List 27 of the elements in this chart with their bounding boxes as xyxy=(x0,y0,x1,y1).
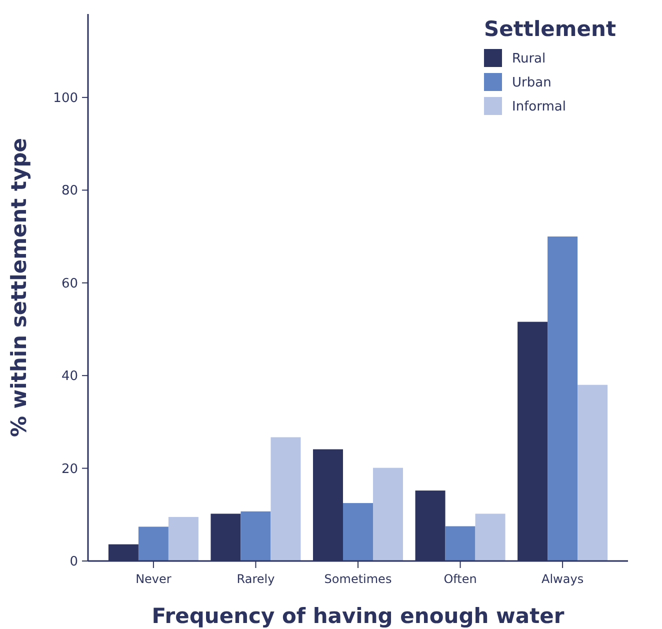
legend-label: Rural xyxy=(512,52,546,67)
x-tick-label: Rarely xyxy=(236,572,275,586)
bar xyxy=(578,384,608,561)
legend-title: Settlement xyxy=(484,17,616,41)
x-axis-title: Frequency of having enough water xyxy=(152,604,565,628)
bar xyxy=(343,503,373,561)
legend-label: Informal xyxy=(512,100,566,115)
y-tick-label: 40 xyxy=(61,369,78,384)
bar xyxy=(373,468,403,561)
x-tick-label: Never xyxy=(136,572,172,586)
x-tick-label: Always xyxy=(542,572,584,586)
bar xyxy=(270,437,301,561)
bar xyxy=(138,526,168,561)
bar xyxy=(240,511,271,561)
y-axis-title: % within settlement type xyxy=(7,138,31,438)
y-tick-label: 60 xyxy=(61,276,78,292)
y-tick-label: 0 xyxy=(70,554,78,570)
y-tick-label: 80 xyxy=(61,184,78,199)
legend-label: Urban xyxy=(512,76,552,91)
bar xyxy=(475,514,506,561)
x-tick-label: Often xyxy=(444,572,477,586)
y-tick-label: 100 xyxy=(53,90,78,106)
bar xyxy=(168,516,198,561)
x-tick-label: Sometimes xyxy=(324,572,392,586)
y-tick-label: 20 xyxy=(61,462,78,477)
bar xyxy=(445,526,476,561)
bar xyxy=(548,236,578,561)
